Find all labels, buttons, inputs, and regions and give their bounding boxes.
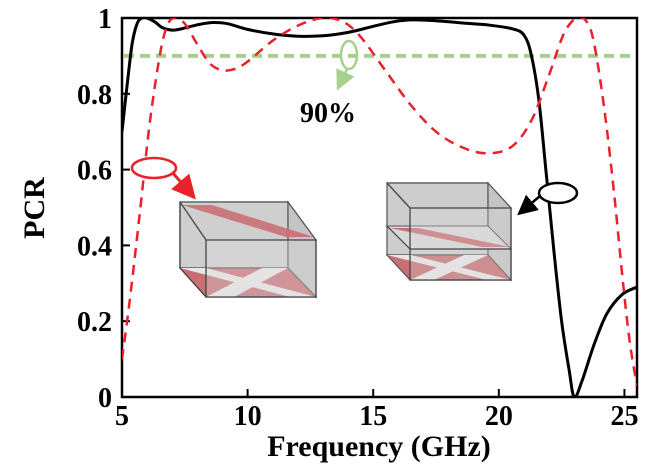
structure-inset-right	[385, 181, 513, 282]
y-tick-label: 0	[98, 383, 112, 414]
annotation-arrow-green	[336, 68, 355, 91]
series-line-red	[122, 18, 637, 386]
x-tick-label: 20	[485, 401, 513, 432]
x-tick-label: 15	[359, 401, 387, 432]
y-tick-label: 0.8	[77, 80, 112, 111]
structure-inset-left	[178, 200, 318, 299]
y-tick-label: 1	[98, 4, 112, 35]
x-tick-label: 25	[610, 401, 638, 432]
x-axis-ticks: 5 10 15 20 25	[115, 389, 638, 432]
red-series-marker-ellipse	[130, 156, 178, 180]
y-axis-ticks: 0 0.2 0.4 0.6 0.8 1	[77, 4, 130, 414]
y-axis-title: PCR	[18, 177, 51, 239]
x-tick-label: 10	[234, 401, 262, 432]
x-tick-label: 5	[115, 401, 129, 432]
black-series-marker-ellipse	[537, 181, 579, 205]
red-series-arrow	[170, 171, 196, 200]
x-axis-title: Frequency (GHz)	[267, 430, 491, 463]
annotation-90-percent: 90%	[300, 98, 356, 129]
y-tick-label: 0.2	[77, 307, 112, 338]
y-tick-label: 0.4	[77, 231, 112, 262]
black-series-arrow	[517, 194, 541, 216]
series-line-black	[122, 18, 637, 397]
plot-frame	[120, 16, 639, 399]
y-tick-label: 0.6	[77, 156, 112, 187]
